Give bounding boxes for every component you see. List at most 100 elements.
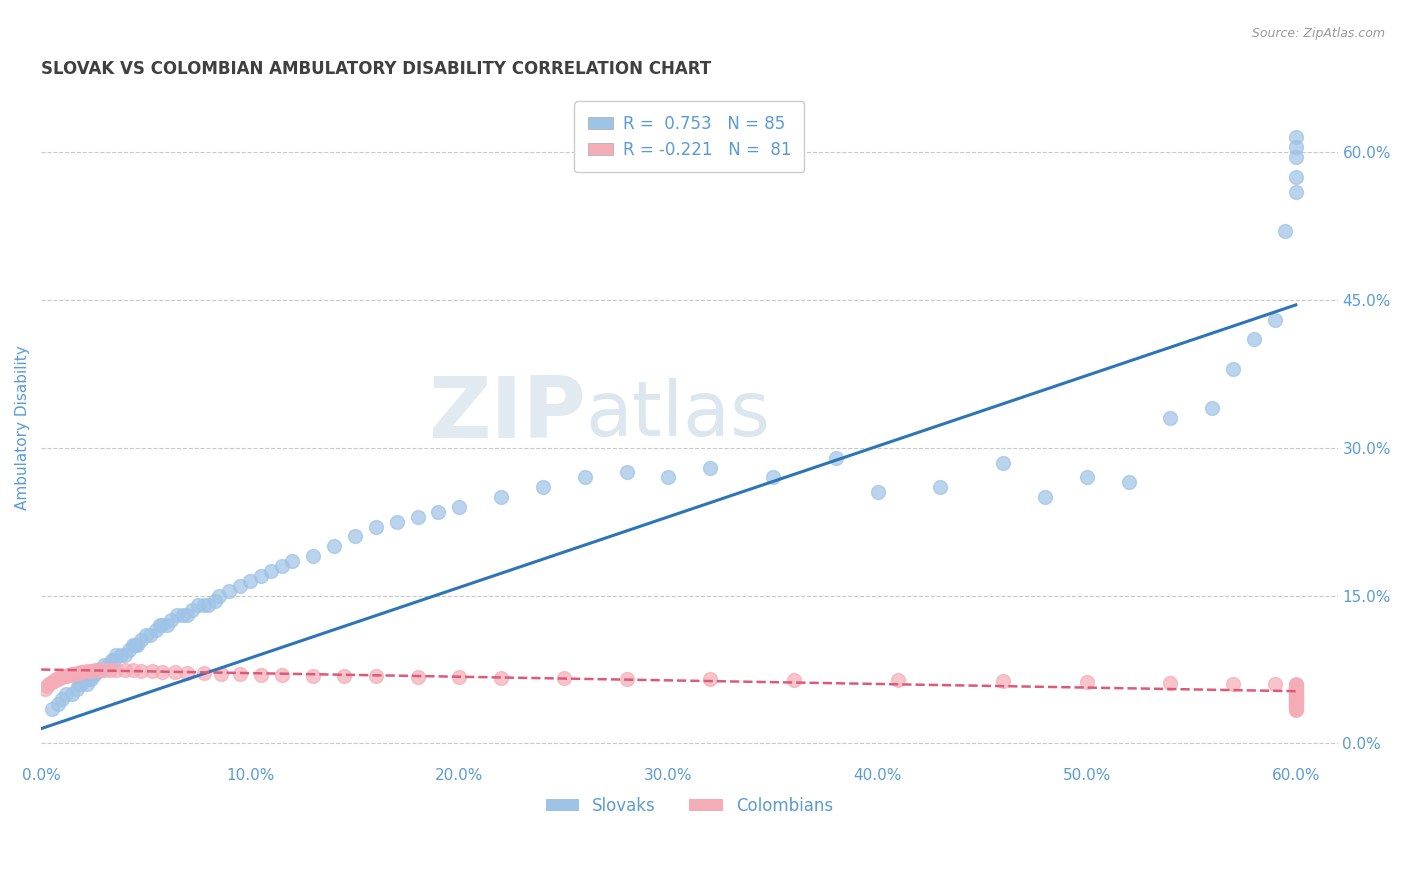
Point [204,593,226,607]
Point [1201,401,1223,416]
Point [866,485,889,500]
Point [152,665,174,680]
Point [149,618,172,632]
Point [1222,677,1244,691]
Point [55,669,77,683]
Point [103,653,125,667]
Point [574,470,596,484]
Point [180,603,202,617]
Point [1285,691,1308,706]
Point [98,657,121,672]
Point [270,559,292,574]
Point [76,665,98,679]
Point [657,470,679,484]
Point [1285,697,1308,711]
Point [59,668,82,682]
Point [209,667,232,681]
Point [302,669,325,683]
Point [42,674,65,689]
Point [553,672,575,686]
Point [229,667,252,681]
Point [55,687,77,701]
Point [63,667,86,681]
Point [193,666,215,681]
Point [105,663,128,677]
Point [406,670,429,684]
Point [193,599,215,613]
Point [49,670,72,684]
Point [159,613,181,627]
Point [62,687,84,701]
Point [1285,698,1308,712]
Point [1285,150,1308,164]
Point [239,574,262,588]
Point [1264,677,1286,691]
Point [333,669,356,683]
Point [1285,698,1308,713]
Point [53,669,76,683]
Point [699,673,721,687]
Point [51,670,73,684]
Point [1285,681,1308,696]
Point [72,665,94,680]
Point [991,456,1014,470]
Point [1285,185,1308,199]
Point [887,673,910,688]
Point [1285,700,1308,714]
Point [824,450,846,465]
Point [783,673,806,688]
Point [127,638,149,652]
Point [1159,411,1181,425]
Point [84,664,107,678]
Point [46,697,69,711]
Point [187,599,209,613]
Point [45,673,67,687]
Point [249,569,271,583]
Point [1285,140,1308,154]
Point [1285,680,1308,694]
Point [1285,688,1308,702]
Point [385,515,408,529]
Point [80,673,103,687]
Point [1222,362,1244,376]
Point [270,668,292,682]
Point [531,480,554,494]
Point [86,663,108,677]
Point [124,638,146,652]
Point [38,677,60,691]
Legend: Slovaks, Colombians: Slovaks, Colombians [538,790,839,822]
Point [93,657,115,672]
Point [131,665,153,679]
Point [89,663,111,677]
Point [69,665,91,680]
Point [489,672,512,686]
Point [114,664,136,678]
Point [1285,693,1308,707]
Point [1274,224,1296,238]
Point [66,666,89,681]
Point [406,509,429,524]
Point [84,667,107,681]
Y-axis label: Ambulatory Disability: Ambulatory Disability [15,346,30,510]
Point [77,673,100,687]
Point [1285,702,1308,716]
Point [1285,695,1308,709]
Point [1285,696,1308,710]
Point [1285,686,1308,700]
Point [166,608,188,623]
Point [141,665,163,679]
Point [172,608,194,623]
Point [66,682,89,697]
Point [1285,682,1308,697]
Point [1033,490,1056,504]
Point [58,668,80,682]
Point [105,648,128,662]
Text: atlas: atlas [586,377,770,451]
Point [1285,690,1308,705]
Text: Source: ZipAtlas.com: Source: ZipAtlas.com [1251,27,1385,40]
Point [176,666,198,681]
Point [82,667,104,681]
Point [97,657,120,672]
Point [249,668,271,682]
Point [616,466,638,480]
